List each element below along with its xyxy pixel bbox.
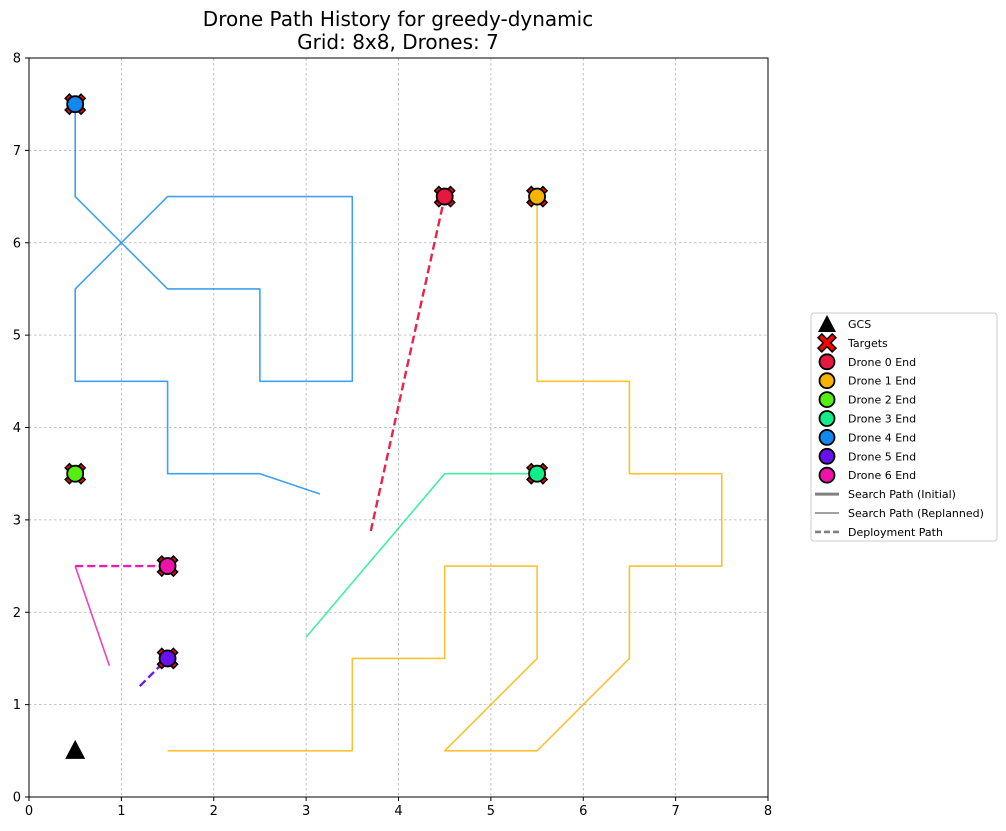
legend-drone-6-end-swatch xyxy=(818,466,836,484)
x-tick-label: 7 xyxy=(671,804,679,819)
legend-drone-5-end-label: Drone 5 End xyxy=(848,450,916,463)
x-tick-label: 8 xyxy=(764,804,772,819)
x-tick-label: 4 xyxy=(394,804,402,819)
legend-drone-2-end-label: Drone 2 End xyxy=(848,394,916,407)
x-tick-label: 1 xyxy=(117,804,125,819)
legend-gcs-swatch xyxy=(818,315,836,332)
legend: GCS Targets Drone 0 End Drone 1 End Drone 2 … xyxy=(810,312,998,542)
legend-drone-1-end-label: Drone 1 End xyxy=(848,375,916,388)
chart-subtitle: Grid: 8x8, Drones: 7 xyxy=(297,30,499,54)
drone-2-end-marker xyxy=(66,464,85,483)
y-tick-label: 7 xyxy=(13,144,21,159)
legend-box xyxy=(810,312,998,542)
legend-drone-0-end-swatch xyxy=(818,353,836,371)
legend-drone-3-end-label: Drone 3 End xyxy=(848,413,916,426)
drone-0-deployment-path xyxy=(369,196,446,532)
drone-1-end-marker xyxy=(528,187,546,206)
axis-ticks: 0 1 2 3 4 5 6 7 8 0 1 2 3 4 5 6 7 8 xyxy=(13,52,772,820)
drone-0-end-marker xyxy=(435,187,454,206)
drone-3-search-path xyxy=(305,472,538,638)
y-tick-label: 2 xyxy=(13,606,21,621)
drone-4-search-path xyxy=(74,104,354,495)
gcs-marker xyxy=(65,739,86,759)
y-tick-label: 4 xyxy=(13,421,21,436)
legend-targets-label: Targets xyxy=(847,337,888,350)
drone-6-end-marker xyxy=(158,557,177,575)
drone-6-search-path xyxy=(74,565,111,667)
marker-layer xyxy=(64,93,549,759)
y-tick-label: 3 xyxy=(13,513,21,528)
x-tick-label: 5 xyxy=(487,804,495,819)
chart-title: Drone Path History for greedy-dynamic xyxy=(203,7,593,31)
legend-deployment-path-label: Deployment Path xyxy=(848,526,943,539)
drone-5-end-marker xyxy=(158,649,177,668)
drone-5-deployment-path xyxy=(138,657,169,687)
legend-drone-4-end-swatch xyxy=(818,428,836,446)
legend-drone-6-end-label: Drone 6 End xyxy=(848,469,916,482)
drone-4-end-marker xyxy=(66,95,85,114)
legend-drone-4-end-label: Drone 4 End xyxy=(848,431,916,444)
series-layer xyxy=(74,104,723,752)
y-tick-label: 8 xyxy=(13,52,21,67)
drone-3-end-marker xyxy=(528,464,546,483)
legend-search-path-replanned-label: Search Path (Replanned) xyxy=(848,507,984,520)
x-tick-label: 3 xyxy=(302,804,310,819)
x-tick-label: 0 xyxy=(25,804,33,819)
x-tick-label: 6 xyxy=(579,804,587,819)
x-tick-label: 2 xyxy=(210,804,218,819)
drone-1-search-path xyxy=(167,196,723,752)
y-tick-label: 1 xyxy=(13,698,21,713)
legend-drone-0-end-label: Drone 0 End xyxy=(848,356,916,369)
legend-drone-1-end-swatch xyxy=(818,372,836,390)
legend-drone-3-end-swatch xyxy=(818,410,836,427)
plot-frame xyxy=(28,57,769,798)
y-tick-label: 0 xyxy=(13,791,21,806)
legend-drone-5-end-swatch xyxy=(818,447,836,465)
legend-drone-2-end-swatch xyxy=(818,391,836,409)
legend-gcs-label: GCS xyxy=(848,318,871,331)
y-tick-label: 6 xyxy=(13,236,21,251)
legend-search-path-initial-label: Search Path (Initial) xyxy=(848,488,956,501)
y-tick-label: 5 xyxy=(13,329,21,344)
legend-targets-swatch xyxy=(816,332,838,353)
